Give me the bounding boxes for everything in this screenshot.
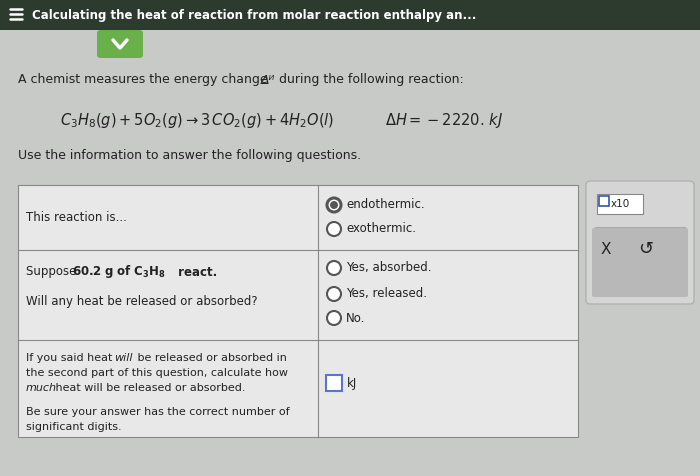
Text: during the following reaction:: during the following reaction: <box>275 73 463 87</box>
Text: Suppose: Suppose <box>26 266 80 278</box>
Circle shape <box>327 261 341 275</box>
FancyBboxPatch shape <box>97 30 143 58</box>
FancyBboxPatch shape <box>586 181 694 304</box>
Text: If you said heat: If you said heat <box>26 353 116 363</box>
Text: endothermic.: endothermic. <box>346 198 425 211</box>
FancyBboxPatch shape <box>592 228 688 297</box>
Text: kJ: kJ <box>347 377 357 389</box>
FancyBboxPatch shape <box>326 375 342 391</box>
Circle shape <box>330 201 338 209</box>
Text: $C_3H_8(g)+5O_2(g)\rightarrow 3\,CO_2(g)+4H_2O(l)$: $C_3H_8(g)+5O_2(g)\rightarrow 3\,CO_2(g)… <box>60 110 334 129</box>
Text: Δᴻ: Δᴻ <box>261 73 275 87</box>
FancyBboxPatch shape <box>18 185 578 437</box>
Text: This reaction is...: This reaction is... <box>26 211 127 224</box>
Circle shape <box>327 198 341 212</box>
Text: Use the information to answer the following questions.: Use the information to answer the follow… <box>18 149 361 161</box>
Text: Be sure your answer has the correct number of: Be sure your answer has the correct numb… <box>26 407 290 417</box>
Text: ↺: ↺ <box>638 240 654 258</box>
Text: Will any heat be released or absorbed?: Will any heat be released or absorbed? <box>26 296 258 308</box>
Text: the second part of this question, calculate how: the second part of this question, calcul… <box>26 368 288 378</box>
Text: react.: react. <box>174 266 217 278</box>
Text: X: X <box>601 241 611 257</box>
Text: A chemist measures the energy change: A chemist measures the energy change <box>18 73 272 87</box>
Text: much: much <box>26 383 57 393</box>
Text: heat will be released or absorbed.: heat will be released or absorbed. <box>52 383 246 393</box>
Text: $\Delta H=-2220.\,kJ$: $\Delta H=-2220.\,kJ$ <box>385 110 503 129</box>
Text: significant digits.: significant digits. <box>26 422 122 432</box>
FancyBboxPatch shape <box>0 30 700 476</box>
Circle shape <box>327 287 341 301</box>
Text: Yes, released.: Yes, released. <box>346 288 427 300</box>
Text: Calculating the heat of reaction from molar reaction enthalpy an...: Calculating the heat of reaction from mo… <box>32 9 477 21</box>
Text: $\mathbf{60.2\ g\ of\ C_3H_8}$: $\mathbf{60.2\ g\ of\ C_3H_8}$ <box>72 264 166 280</box>
Text: exothermic.: exothermic. <box>346 222 416 236</box>
Text: No.: No. <box>346 311 365 325</box>
FancyBboxPatch shape <box>0 0 700 30</box>
FancyBboxPatch shape <box>597 194 643 214</box>
Text: x10: x10 <box>611 199 630 209</box>
Text: will: will <box>114 353 132 363</box>
Circle shape <box>327 311 341 325</box>
Circle shape <box>327 222 341 236</box>
Text: Yes, absorbed.: Yes, absorbed. <box>346 261 431 275</box>
Text: be released or absorbed in: be released or absorbed in <box>134 353 287 363</box>
